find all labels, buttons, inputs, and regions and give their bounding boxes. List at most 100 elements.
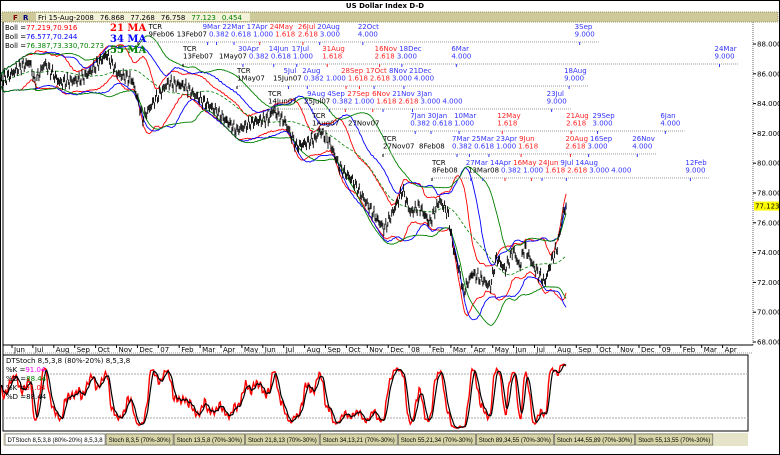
x-tick-label: Jul xyxy=(34,346,44,354)
tcr-marker-date: 4Sep xyxy=(327,90,345,98)
tcr-anchor-date: 8Feb08 xyxy=(432,167,458,175)
tcr-marker-ratio: 1.618 xyxy=(376,98,396,106)
x-tick-label: Aug xyxy=(307,346,321,354)
x-tick-label: Oct xyxy=(599,346,611,354)
boll-lower-21 xyxy=(0,74,567,317)
tab-3[interactable]: Stoch 13,5,8 (70%-30%) xyxy=(173,433,245,446)
tcr-marker-date: 7Jan xyxy=(410,112,425,120)
tcr-marker-ratio: 9.000 xyxy=(575,31,595,39)
flag-r[interactable]: R xyxy=(23,14,29,22)
tab-background[interactable] xyxy=(4,433,106,446)
tcr-marker-ratio: 3.000 xyxy=(397,53,417,61)
tcr-marker-ratio: 4.000 xyxy=(443,98,463,106)
tcr-marker-ratio: 0.382 xyxy=(209,31,229,39)
tcr-marker-date: 23Jul xyxy=(547,90,564,98)
tcr-next-date: 8Feb08 xyxy=(419,143,445,151)
tab-label[interactable]: Stoch 89,34,55 (70%-30%) xyxy=(479,438,551,444)
boll-legend-55: Boll =76.387,73.330,70.273 xyxy=(5,42,104,50)
tab-label[interactable]: Stoch 55,21,34 (70%-30%) xyxy=(401,438,473,444)
tab-background[interactable] xyxy=(319,433,398,446)
tcr-marker-date: 3Sep xyxy=(575,23,593,31)
tcr-next-date: 25Jul07 xyxy=(304,98,330,106)
tcr-marker-ratio: 9.000 xyxy=(685,167,705,175)
tab-8[interactable]: Stoch 144,55,89 (70%-30%) xyxy=(554,433,636,446)
tcr-marker-date: 3Jan xyxy=(417,90,432,98)
tcr-marker-ratio: 4.000 xyxy=(660,120,680,128)
x-tick-label: Sep xyxy=(578,346,592,354)
stoch-readout-k2: %K =91.04 xyxy=(6,384,46,392)
tcr-marker-date: 9Aug xyxy=(307,90,325,98)
tab-7[interactable]: Stoch 89,34,55 (70%-30%) xyxy=(475,433,554,446)
tcr-marker-date: 17Jul xyxy=(292,45,309,53)
x-tick-label: Aug xyxy=(56,346,70,354)
y-tick-label: 84.000 xyxy=(757,100,780,108)
quote-low: 76.758 xyxy=(161,14,186,22)
tcr-marker-ratio: 0.382 xyxy=(304,75,324,83)
tcr-marker-ratio: 2.618 xyxy=(566,120,586,128)
chart-title: US Dollar Index D-D xyxy=(346,2,424,10)
tcr-marker-date: 16Sep xyxy=(590,135,613,143)
tcr-marker-date: 24Mar xyxy=(715,45,737,53)
x-tick-label: Sep xyxy=(77,346,91,354)
tab-2[interactable]: Stoch 8,3,5 (70%-30%) xyxy=(105,433,174,446)
tab-label[interactable]: Stoch 13,5,8 (70%-30%) xyxy=(177,438,242,444)
tcr-marker-ratio: 0.618 xyxy=(432,120,452,128)
tcr-marker-date: 9Jul xyxy=(560,159,573,167)
tab-background[interactable] xyxy=(245,433,320,446)
y-tick-label: 70.000 xyxy=(757,309,780,317)
quote-close: 77.123 xyxy=(191,14,216,22)
stoch-title: DTStoch 8,5,3,8 (80%-20%) 8,5,3,8 xyxy=(6,357,130,365)
tab-background[interactable] xyxy=(397,433,476,446)
tcr-marker-date: 6Nov xyxy=(372,90,390,98)
stoch-k-line xyxy=(0,363,567,429)
tab-1[interactable]: DTStoch 8,5,3,8 (80%-20%) 8,5,3,8 xyxy=(4,433,106,446)
tab-background[interactable] xyxy=(475,433,554,446)
tcr-marker-ratio: 1.618 xyxy=(518,143,538,151)
tcr-marker-ratio: 1.000 xyxy=(354,98,374,106)
x-tick-label: Jun xyxy=(264,346,276,354)
tab-background[interactable] xyxy=(635,433,714,446)
tab-label[interactable]: Stoch 55,13,55 (70%-30%) xyxy=(638,438,710,444)
stoch-readout-k1: %K =91.04 xyxy=(6,366,46,374)
x-tick-label: Nov xyxy=(119,346,133,354)
tcr-marker-date: 2Aug xyxy=(302,67,320,75)
tcr-marker-ratio: 1.618 xyxy=(275,31,295,39)
tab-label[interactable]: Stoch 8,3,5 (70%-30%) xyxy=(109,438,171,444)
tcr-marker-date: 27Mar xyxy=(466,159,488,167)
tab-6[interactable]: Stoch 55,21,34 (70%-30%) xyxy=(397,433,476,446)
ma-label-34: 34 MA xyxy=(110,34,146,45)
stoch-readout-d1: %D =88.44 xyxy=(6,375,47,383)
tcr-marker-date: 9Mar xyxy=(203,23,221,31)
flag-f[interactable]: F xyxy=(13,14,18,22)
tcr-label: TCR xyxy=(236,67,251,75)
tab-background[interactable] xyxy=(173,433,245,446)
x-tick-label: Nov xyxy=(369,346,383,354)
tab-label[interactable]: DTStoch 8,5,3,8 (80%-20%) 8,5,3,8 xyxy=(8,438,104,444)
tab-9[interactable]: Stoch 55,13,55 (70%-30%) xyxy=(635,433,714,446)
y-tick-label: 68.000 xyxy=(757,339,780,347)
tcr-marker-date: 12Feb xyxy=(685,159,707,167)
tab-4[interactable]: Stoch 21,8,13 (70%-30%) xyxy=(245,433,320,446)
tab-label[interactable]: Stoch 21,8,13 (70%-30%) xyxy=(248,438,317,444)
tcr-marker-date: 18Dec xyxy=(399,45,422,53)
y-tick-label: 86.000 xyxy=(757,70,780,78)
x-tick-label: May xyxy=(244,346,258,354)
boll-legend-34: Boll =76.577,70.244 xyxy=(5,33,78,41)
x-tick-label: Jul xyxy=(536,346,546,354)
tcr-marker-ratio: 0.618 xyxy=(474,143,494,151)
x-tick-label: Jul xyxy=(285,346,295,354)
tab-label[interactable]: Stoch 34,13,21 (70%-30%) xyxy=(323,438,395,444)
tcr-marker-date: 29Sep xyxy=(593,112,616,120)
tcr-marker-ratio: 0.618 xyxy=(231,31,251,39)
tcr-marker-date: 9Jun xyxy=(519,135,534,143)
tab-background[interactable] xyxy=(554,433,636,446)
tcr-marker-date: 17Apr xyxy=(247,23,268,31)
x-tick-label: Dec xyxy=(641,346,655,354)
tab-background[interactable] xyxy=(105,433,174,446)
tab-5[interactable]: Stoch 34,13,21 (70%-30%) xyxy=(319,433,398,446)
tcr-marker-ratio: 1.000 xyxy=(496,143,516,151)
y-tick-label: 76.000 xyxy=(757,219,780,227)
x-tick-label: Dec xyxy=(390,346,404,354)
tab-label[interactable]: Stoch 144,55,89 (70%-30%) xyxy=(557,438,632,444)
